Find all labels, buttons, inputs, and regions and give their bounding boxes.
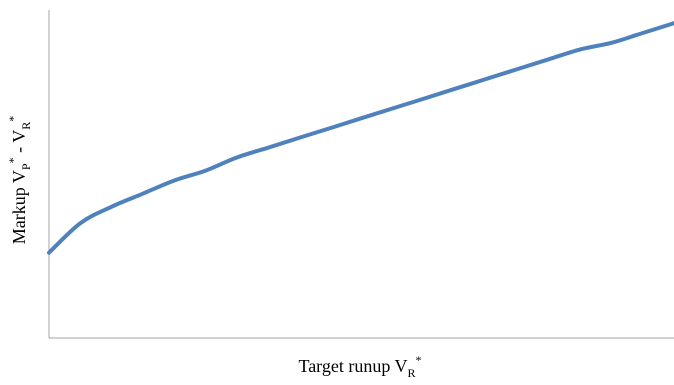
series-line xyxy=(47,21,674,255)
x-axis-label: Target runup VR* xyxy=(298,353,421,380)
y-axis-label: Markup VP* - VR* xyxy=(6,116,33,245)
